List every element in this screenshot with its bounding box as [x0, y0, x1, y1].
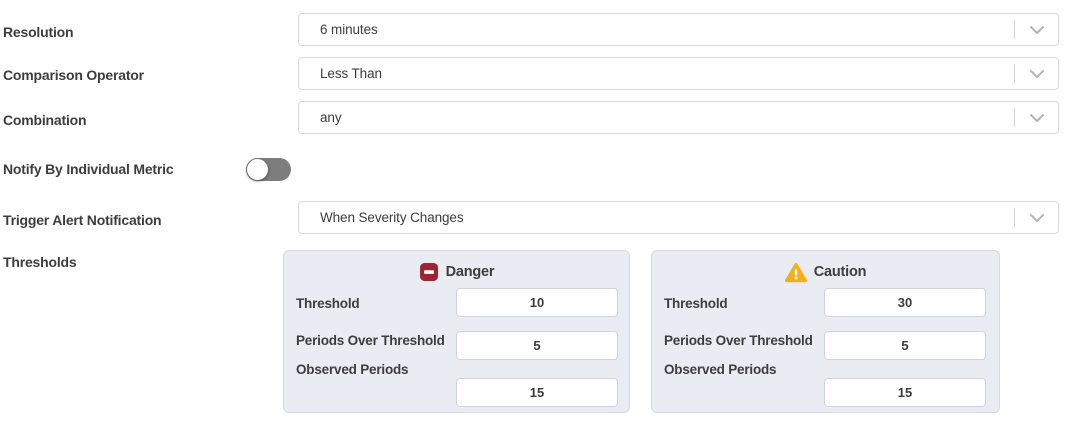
comparison-operator-select[interactable]: Less Than [298, 57, 1059, 90]
notify-by-individual-metric-label: Notify By Individual Metric [3, 161, 174, 177]
caution-observed-periods-label: Observed Periods [664, 362, 777, 377]
danger-threshold-field-label: Threshold [296, 296, 360, 311]
resolution-label: Resolution [3, 24, 74, 40]
chevron-down-icon [1015, 69, 1058, 78]
caution-warning-icon [784, 262, 807, 282]
danger-observed-periods-label: Observed Periods [296, 362, 409, 377]
caution-threshold-input[interactable] [824, 288, 986, 317]
chevron-down-icon [1015, 25, 1058, 34]
thresholds-label: Thresholds [3, 254, 77, 270]
resolution-select[interactable]: 6 minutes [298, 13, 1059, 46]
comparison-operator-value: Less Than [320, 66, 382, 81]
danger-periods-over-threshold-label: Periods Over Threshold [296, 333, 445, 348]
chevron-down-icon [1015, 213, 1058, 222]
combination-value: any [320, 110, 342, 125]
caution-card-title: Caution [813, 264, 867, 280]
danger-card-title: Danger [445, 264, 495, 280]
notify-by-individual-metric-toggle[interactable] [246, 158, 291, 181]
trigger-alert-notification-value: When Severity Changes [320, 210, 464, 225]
danger-observed-periods-input[interactable] [456, 378, 618, 407]
danger-card-header: Danger [284, 261, 629, 283]
caution-threshold-field-label: Threshold [664, 296, 728, 311]
dropdown-divider [1014, 64, 1015, 83]
caution-card-header: Caution [652, 261, 999, 283]
combination-select[interactable]: any [298, 101, 1059, 134]
trigger-alert-notification-label: Trigger Alert Notification [3, 212, 162, 228]
danger-periods-over-threshold-input[interactable] [456, 331, 618, 360]
toggle-knob [247, 159, 268, 180]
dropdown-divider [1014, 20, 1015, 39]
combination-label: Combination [3, 112, 87, 128]
comparison-operator-label: Comparison Operator [3, 67, 144, 83]
caution-periods-over-threshold-input[interactable] [824, 331, 986, 360]
caution-threshold-card: Caution Threshold Periods Over Threshold… [651, 250, 1000, 413]
resolution-value: 6 minutes [320, 22, 378, 37]
danger-threshold-card: Danger Threshold Periods Over Threshold … [283, 250, 630, 413]
danger-minus-icon [419, 263, 438, 281]
caution-periods-over-threshold-label: Periods Over Threshold [664, 333, 813, 348]
trigger-alert-notification-select[interactable]: When Severity Changes [298, 201, 1059, 234]
dropdown-divider [1014, 108, 1015, 127]
caution-observed-periods-input[interactable] [824, 378, 986, 407]
dropdown-divider [1014, 208, 1015, 227]
danger-threshold-input[interactable] [456, 288, 618, 317]
chevron-down-icon [1015, 113, 1058, 122]
